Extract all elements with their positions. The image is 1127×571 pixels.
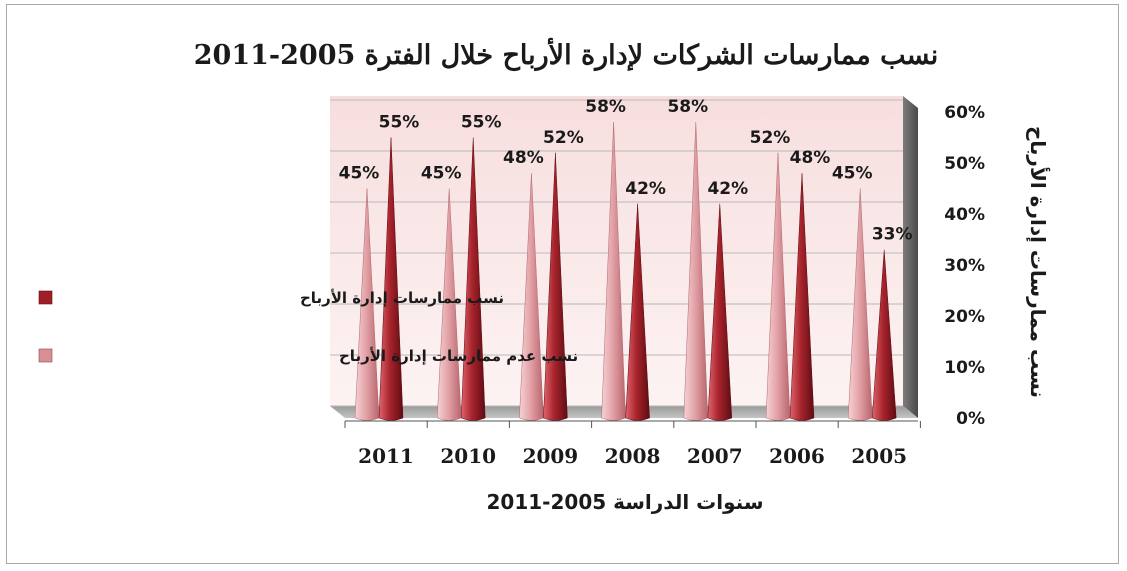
x-tick-label: 2006 bbox=[769, 444, 825, 468]
data-label: 58% bbox=[667, 97, 708, 117]
plot-side-wall bbox=[903, 96, 918, 418]
cone-practice bbox=[789, 173, 815, 421]
cone-practice bbox=[871, 249, 897, 421]
cone-practice bbox=[460, 137, 486, 421]
cone-practice bbox=[543, 152, 568, 421]
cone-practice bbox=[625, 203, 650, 421]
y-axis-ticks: 0% 10% 20% 30% 40% 50% 60% bbox=[944, 103, 985, 429]
y-tick-label: 10% bbox=[944, 358, 985, 378]
data-label: 45% bbox=[832, 164, 873, 184]
data-label: 45% bbox=[339, 164, 380, 184]
legend: نسب ممارسات إدارة الأرباح نسب عدم ممارسا… bbox=[38, 289, 578, 365]
legend-label-practice: نسب ممارسات إدارة الأرباح bbox=[300, 289, 504, 307]
y-tick-label: 40% bbox=[944, 205, 985, 225]
x-tick-label: 2011 bbox=[358, 444, 414, 468]
y-tick-label: 0% bbox=[956, 409, 985, 429]
y-tick-label: 50% bbox=[944, 154, 985, 174]
legend-swatch-non-practice bbox=[38, 348, 53, 363]
data-label: 33% bbox=[872, 225, 913, 245]
cone-practice bbox=[707, 203, 733, 421]
data-label: 58% bbox=[585, 97, 626, 117]
x-tick-label: 2007 bbox=[687, 444, 743, 468]
legend-swatch-practice bbox=[38, 290, 53, 305]
x-axis-label: سنوات الدراسة 2005-2011 bbox=[487, 490, 764, 514]
data-label: 55% bbox=[461, 113, 502, 133]
x-tick-label: 2008 bbox=[605, 444, 661, 468]
cone-practice bbox=[378, 137, 404, 421]
y-axis-label: نسب ممارسات إدارة الأرباح bbox=[1026, 126, 1051, 398]
data-label: 48% bbox=[790, 148, 831, 168]
data-label: 52% bbox=[750, 128, 791, 148]
chart-title: نسب ممارسات الشركات لإدارة الأرباح خلال … bbox=[194, 38, 938, 72]
legend-item-practice: نسب ممارسات إدارة الأرباح bbox=[38, 289, 504, 307]
data-label: 48% bbox=[503, 148, 544, 168]
x-tick-label: 2005 bbox=[851, 444, 907, 468]
data-label: 52% bbox=[543, 128, 584, 148]
data-label: 42% bbox=[625, 179, 666, 199]
y-tick-label: 20% bbox=[944, 307, 985, 327]
data-label: 45% bbox=[421, 164, 462, 184]
x-axis-ticks: 2011 2010 2009 2008 2007 2006 2005 bbox=[344, 420, 921, 468]
data-label: 42% bbox=[707, 179, 748, 199]
x-tick-label: 2009 bbox=[523, 444, 579, 468]
plot-background bbox=[330, 96, 918, 418]
legend-label-non-practice: نسب عدم ممارسات إدارة الأرباح bbox=[339, 347, 578, 365]
y-tick-label: 60% bbox=[944, 103, 985, 123]
y-tick-label: 30% bbox=[944, 256, 985, 276]
legend-item-non-practice: نسب عدم ممارسات إدارة الأرباح bbox=[38, 347, 578, 365]
data-label: 55% bbox=[379, 113, 420, 133]
data-labels: 45% 45%48%58% 58%52%45%55% 55%52%42% 42%48%3… bbox=[339, 97, 913, 245]
chart-cones bbox=[354, 122, 897, 421]
x-tick-label: 2010 bbox=[440, 444, 496, 468]
